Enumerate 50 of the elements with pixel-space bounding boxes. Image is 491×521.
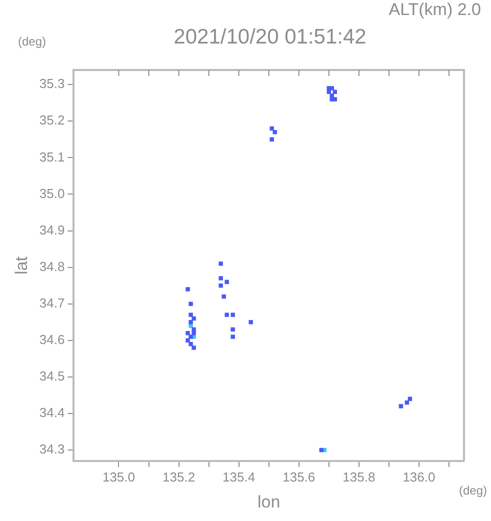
y-tick-label: 34.3 [39, 442, 65, 457]
y-axis-title: lat [12, 256, 31, 274]
y-tick-label: 35.0 [39, 186, 65, 201]
text: (deg) [458, 483, 487, 498]
y-tick-label: 34.4 [39, 405, 65, 420]
x-tick-label: 135.0 [102, 469, 136, 484]
point [188, 302, 193, 306]
point [270, 126, 274, 131]
point [188, 312, 193, 317]
point [188, 342, 193, 346]
y-tick-label: 34.6 [39, 332, 65, 347]
point [218, 262, 223, 266]
point [330, 86, 334, 90]
x-tick-label: 135.2 [162, 469, 196, 484]
text: (deg) [18, 34, 46, 48]
x-tick-label: 136.0 [402, 469, 436, 484]
x-axis-title: lon [258, 492, 280, 512]
point [230, 327, 235, 332]
y-tick-label: 34.9 [39, 222, 65, 238]
point [186, 330, 190, 336]
point [218, 283, 223, 288]
point [224, 280, 229, 284]
point [192, 327, 196, 332]
point [270, 137, 274, 142]
point [188, 320, 193, 324]
point [218, 276, 223, 280]
point [398, 404, 404, 408]
point [224, 312, 229, 317]
y-tick-label: 35.1 [39, 149, 65, 164]
point [186, 287, 190, 292]
y-tick-label: 34.7 [39, 295, 65, 310]
y-tick-label: 35.3 [39, 76, 65, 92]
point [222, 294, 226, 299]
y-tick-label: 34.8 [39, 258, 65, 274]
x-tick-label: 135.8 [342, 469, 376, 484]
point [230, 334, 235, 339]
y-tick-label: 35.2 [39, 112, 65, 128]
chart-subtitle: ALT(km) 2.0 [388, 0, 481, 20]
point [188, 334, 193, 339]
point [192, 316, 196, 321]
point [272, 130, 277, 134]
x-tick-label: 135.4 [222, 469, 256, 484]
point [330, 97, 334, 102]
point [230, 312, 235, 317]
chart-title: 2021/10/20 01:51:42 [174, 25, 366, 48]
x-tick-label: 135.6 [282, 469, 316, 484]
point [192, 346, 196, 350]
point [186, 338, 190, 343]
point [248, 320, 253, 324]
y-tick-label: 34.5 [39, 368, 65, 384]
